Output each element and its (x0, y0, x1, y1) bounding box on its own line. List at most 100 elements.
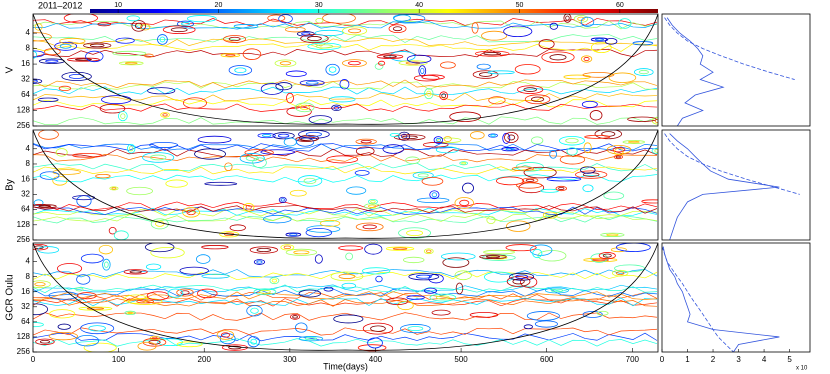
y-tick-label: 4 (26, 28, 31, 37)
contour-loop (437, 137, 462, 144)
colorbar-tick-label: 60 (616, 2, 624, 9)
contour-loop (86, 307, 105, 310)
panel-frame (32, 242, 659, 353)
contour-loop (431, 309, 451, 316)
contour-loop (147, 87, 176, 95)
contour-loop (284, 26, 306, 33)
contour-loop (386, 297, 409, 306)
contour-loop (549, 22, 559, 30)
contour-loop (279, 61, 292, 66)
colorbar-title: 2011–2012 (38, 0, 82, 10)
contour-loop (39, 171, 60, 180)
contour-line (33, 205, 658, 214)
contour-loop (382, 144, 405, 154)
contour-loop (220, 332, 230, 338)
contour-loop (48, 331, 78, 341)
contour-loop (315, 44, 334, 49)
contour-line (33, 48, 658, 58)
contour-loop (272, 132, 295, 140)
contour-loop (638, 69, 649, 75)
contour-loop (58, 85, 72, 92)
contour-loop (157, 34, 168, 45)
contour-loop (197, 135, 232, 144)
contour-loop (392, 14, 411, 22)
contour-loop (277, 133, 290, 138)
contour-loop (245, 204, 252, 210)
contour-loop (180, 290, 190, 295)
contour-loop (611, 269, 629, 277)
contour-line (33, 162, 658, 172)
contour-loop (63, 14, 98, 24)
contour-loop (33, 244, 49, 251)
contour-loop (243, 203, 255, 212)
contour-loop (393, 134, 426, 141)
contour-loop (229, 224, 246, 232)
contour-loop (124, 310, 137, 316)
y-tick-label: 16 (21, 59, 30, 68)
contour-loop (289, 233, 298, 236)
contour-loop (426, 249, 432, 253)
y-tick-label: 32 (21, 75, 30, 84)
contour-loop (314, 254, 323, 264)
contour-loop (583, 142, 592, 154)
contour-loop (274, 59, 297, 68)
contour-loop (435, 295, 450, 300)
contour-loop (355, 146, 375, 156)
contour-loop (608, 72, 637, 83)
contour-loop (52, 175, 68, 186)
contour-loop (75, 335, 100, 347)
contour-loop (43, 48, 61, 56)
contour-loop (88, 325, 106, 332)
contour-loop (584, 134, 611, 139)
x-tick-label: 0 (660, 355, 665, 364)
contour-loop (98, 244, 114, 255)
contour-loop (364, 203, 381, 210)
y-tick-label: 256 (17, 235, 31, 244)
contour-loop (176, 341, 203, 348)
contour-loop (112, 50, 147, 56)
contour-loop (33, 50, 45, 58)
contour-loop (459, 199, 470, 207)
x-multiplier: x 10 (796, 366, 808, 372)
contour-loop (488, 96, 506, 105)
contour-loop (338, 245, 364, 251)
contour-loop (162, 113, 168, 117)
contour-loop (426, 90, 432, 97)
panel-frame (661, 242, 811, 353)
contour-loop (299, 79, 325, 86)
contour-loop (524, 94, 551, 105)
contour-loop (486, 216, 496, 224)
contour-line (33, 337, 658, 347)
contour-loop (228, 65, 253, 76)
contour-loop (439, 91, 449, 101)
contour-loop (523, 87, 537, 92)
contour-loop (293, 250, 310, 255)
contour-loop (424, 88, 434, 100)
contour-loop (165, 179, 188, 188)
contour-loop (85, 50, 104, 63)
contour-loop (603, 191, 625, 200)
panel-frame (32, 129, 659, 241)
contour-loop (48, 291, 79, 300)
contour-loop (563, 14, 572, 23)
contour-loop (245, 155, 259, 162)
contour-loop (278, 196, 287, 203)
contour-loop (501, 147, 519, 152)
contour-loop (612, 147, 626, 153)
contour-loop (483, 249, 515, 255)
contour-loop (378, 60, 386, 66)
contour-loop (454, 270, 472, 281)
contour-loop (490, 134, 496, 137)
contour-loop (385, 246, 415, 251)
spectrum-line (664, 133, 800, 195)
contour-loop (401, 135, 418, 140)
contour-loop (598, 252, 616, 260)
contour-loop (305, 131, 323, 137)
colorbar-tick-label: 40 (415, 2, 423, 9)
contour-loop (549, 54, 567, 61)
contour-loop (509, 272, 535, 281)
contour-loop (34, 23, 43, 31)
contour-loop (376, 54, 404, 59)
contour-loop (223, 35, 247, 43)
